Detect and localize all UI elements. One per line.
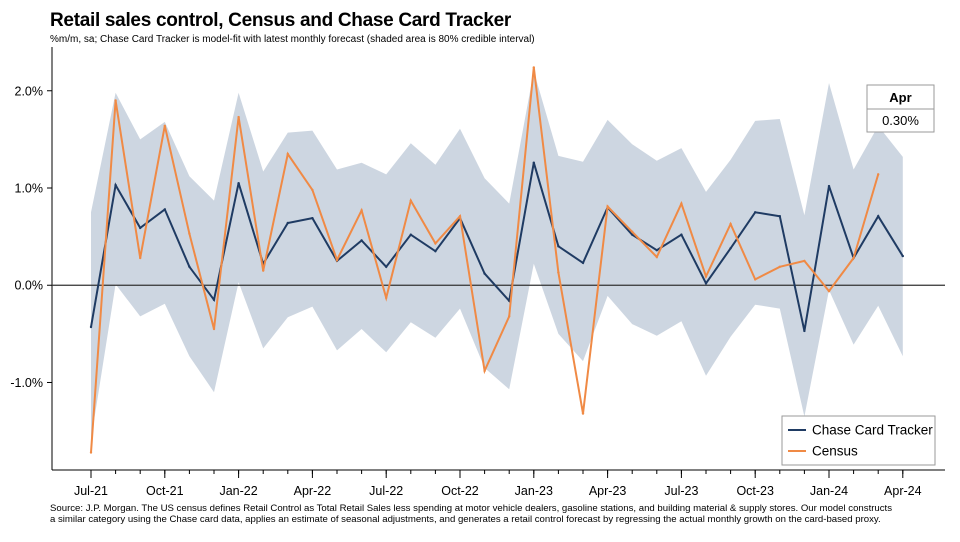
census-point — [877, 173, 880, 176]
chart-title: Retail sales control, Census and Chase C… — [50, 10, 511, 31]
census-point — [335, 258, 339, 262]
census-point — [729, 222, 732, 226]
census-point — [827, 289, 831, 293]
chase-card-tracker-point — [901, 254, 904, 258]
census-point — [360, 209, 363, 212]
y-tick-label: 2.0% — [15, 84, 44, 98]
census-point — [704, 275, 708, 278]
census-point — [212, 327, 216, 331]
census-point — [237, 115, 240, 119]
chase-card-tracker-point — [434, 250, 437, 253]
census-point — [311, 188, 314, 192]
census-point — [89, 451, 93, 454]
latest-callout-value: 0.30% — [882, 113, 919, 128]
chase-card-tracker-point — [483, 272, 486, 275]
chase-card-tracker-point — [139, 226, 142, 230]
x-tick-label: Oct-22 — [441, 484, 479, 498]
census-point — [114, 99, 117, 102]
census-point — [458, 215, 462, 218]
y-tick-label: -1.0% — [10, 376, 43, 390]
census-point — [409, 199, 412, 202]
chase-card-tracker-point — [385, 265, 388, 268]
latest-callout-month: Apr — [889, 90, 911, 105]
x-tick-label: Jul-22 — [369, 484, 403, 498]
census-point — [581, 412, 585, 415]
chase-card-tracker-point — [409, 233, 412, 236]
legend-label: Chase Card Tracker — [812, 423, 933, 438]
x-tick-label: Apr-22 — [294, 484, 332, 498]
footnote-line-1: Source: J.P. Morgan. The US census defin… — [50, 503, 893, 514]
census-point — [385, 296, 388, 300]
chase-card-tracker-point — [754, 211, 757, 214]
x-tick-label: Jan-24 — [810, 484, 848, 498]
census-point — [754, 278, 757, 281]
census-point — [286, 152, 289, 156]
chase-card-tracker-point — [188, 265, 191, 268]
chase-card-tracker-point — [237, 181, 240, 185]
chase-card-tracker-point — [704, 282, 708, 285]
chase-card-tracker-point — [581, 261, 585, 265]
x-tick-label: Apr-24 — [884, 484, 922, 498]
chase-card-tracker-point — [286, 221, 289, 225]
legend-box[interactable] — [781, 415, 936, 466]
census-point — [852, 256, 855, 260]
census-point — [631, 230, 634, 233]
census-point — [557, 271, 560, 274]
chart-subtitle: %m/m, sa; Chase Card Tracker is model-fi… — [50, 34, 535, 45]
census-point — [680, 202, 683, 205]
census-point — [139, 256, 142, 260]
chase-card-tracker-point — [212, 298, 216, 302]
census-point — [606, 205, 609, 208]
x-tick-label: Apr-23 — [589, 484, 627, 498]
footnote-line-2: a similar category using the Chase card … — [50, 514, 881, 525]
source-footnote: Source: J.P. Morgan. The US census defin… — [50, 503, 950, 525]
chase-card-tracker-point — [163, 208, 166, 211]
x-tick-label: Oct-21 — [146, 484, 184, 498]
y-tick-label: 0.0% — [15, 279, 44, 293]
census-point — [163, 124, 166, 127]
census-point — [188, 232, 191, 235]
x-tick-label: Oct-23 — [736, 484, 774, 498]
census-point — [655, 255, 658, 259]
chase-card-tracker-point — [89, 325, 93, 329]
chase-card-tracker-line — [90, 162, 904, 332]
census-point — [262, 269, 265, 272]
chase-card-tracker-point — [311, 216, 314, 220]
chase-card-tracker-point — [803, 329, 806, 333]
census-point — [483, 369, 486, 373]
chase-card-tracker-point — [877, 215, 880, 218]
census-point — [508, 315, 511, 318]
chase-card-tracker-point — [360, 239, 363, 242]
chase-card-tracker-point — [778, 215, 781, 218]
census-point — [803, 259, 806, 263]
census-point — [434, 242, 437, 245]
x-tick-label: Jul-21 — [74, 484, 108, 498]
x-tick-label: Jul-23 — [664, 484, 698, 498]
credible-interval-band — [91, 71, 903, 440]
census-point — [778, 265, 781, 268]
y-tick-label: 1.0% — [15, 182, 44, 196]
chase-card-tracker-point — [631, 233, 634, 236]
chase-card-tracker-point — [114, 183, 117, 187]
chase-card-tracker-point — [532, 161, 535, 164]
x-tick-label: Jan-23 — [515, 484, 553, 498]
chase-card-tracker-point — [557, 245, 560, 248]
chase-card-tracker-point — [729, 247, 732, 250]
census-point — [532, 66, 535, 69]
chase-card-tracker-point — [827, 184, 831, 188]
legend-label: Census — [812, 444, 858, 459]
x-tick-label: Jan-22 — [219, 484, 257, 498]
chase-card-tracker-point — [655, 249, 658, 252]
chase-card-tracker-point — [680, 233, 683, 236]
